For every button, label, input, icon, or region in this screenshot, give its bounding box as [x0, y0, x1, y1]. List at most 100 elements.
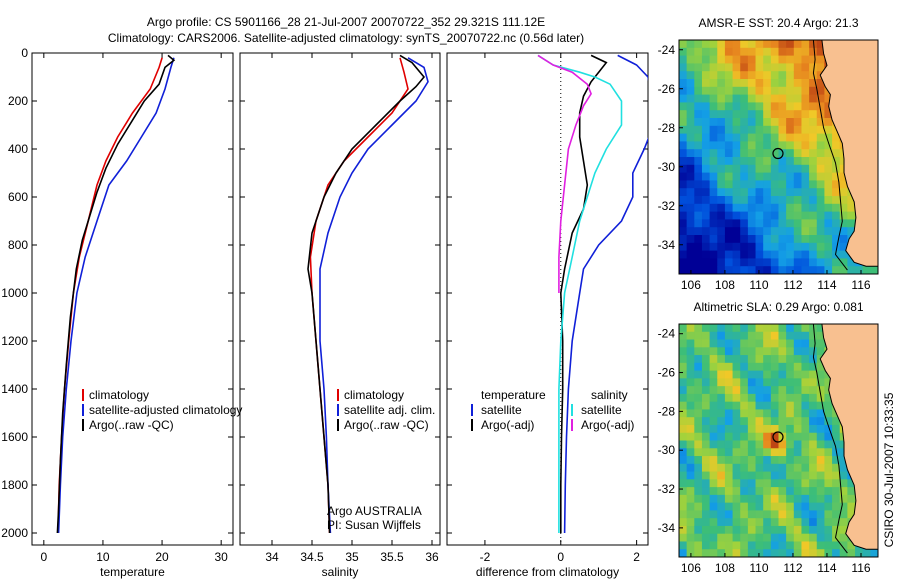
map-cell [839, 258, 848, 267]
map-cell [709, 196, 718, 205]
map-cell [686, 339, 695, 348]
map-cell [770, 55, 780, 64]
map-cell [701, 196, 711, 205]
map-cell [694, 487, 703, 496]
map-cell [740, 258, 749, 267]
map-cell [801, 250, 810, 259]
map-cell [694, 510, 703, 519]
map-cell [816, 102, 826, 111]
map-cell [732, 510, 741, 519]
map-cell [755, 141, 764, 150]
map-cell [732, 525, 741, 535]
map-cell [824, 203, 833, 213]
map-cell [770, 541, 780, 550]
map-cell [778, 386, 787, 395]
map-cell [786, 378, 795, 387]
map-cell [679, 79, 688, 88]
map-cell [724, 456, 734, 465]
land-area [820, 40, 878, 267]
map-cell [747, 79, 757, 88]
map-cell [694, 188, 703, 197]
map-cell [679, 172, 688, 181]
map-cell [679, 393, 688, 403]
map-cell [717, 55, 726, 64]
map-cell [801, 188, 810, 197]
map-cell [724, 266, 734, 274]
map-cell [816, 502, 826, 511]
map-cell [701, 456, 711, 465]
map-cell [709, 118, 718, 127]
map-cell [686, 518, 695, 527]
map-cell [809, 180, 818, 189]
map-cell [717, 79, 726, 88]
map-cell [679, 378, 688, 387]
map-cell [778, 133, 787, 142]
map-cell [770, 401, 780, 411]
map-cell [770, 533, 780, 543]
map-cell [747, 362, 757, 372]
map-cell [732, 250, 741, 259]
map-cell [686, 196, 695, 205]
map-cell [694, 125, 703, 135]
map-cell [801, 355, 810, 364]
map-cell [732, 393, 741, 403]
map-cell [839, 533, 848, 543]
map-cell [679, 188, 688, 197]
map-cell [793, 355, 803, 364]
map-cell [755, 63, 764, 72]
map-cell [786, 86, 795, 96]
map-cell [770, 479, 780, 488]
map-cell [686, 347, 695, 356]
map-cell [740, 479, 749, 488]
map-cell [679, 125, 688, 135]
map-cell [763, 339, 772, 348]
map-cell [717, 549, 726, 557]
map-cell [740, 432, 749, 442]
map-cell [747, 502, 757, 511]
map-cell [816, 541, 826, 550]
map-cell [801, 125, 810, 135]
map-cell [686, 510, 695, 519]
map-cell [832, 456, 841, 465]
map-cell [763, 533, 772, 543]
map-cell [694, 432, 703, 442]
map-cell [724, 432, 734, 442]
map-cell [763, 172, 772, 181]
map-cell [686, 479, 695, 488]
map-cell [786, 242, 795, 252]
map-cell [755, 347, 764, 356]
map-cell [809, 102, 818, 111]
map-cell [709, 324, 718, 333]
map-cell [832, 479, 841, 488]
map-cell [786, 401, 795, 411]
map-cell [679, 250, 688, 259]
map-cell [793, 440, 803, 449]
map-cell [755, 219, 764, 228]
map-cell [763, 448, 772, 457]
map-cell [832, 471, 841, 480]
map-cell [763, 409, 772, 418]
map-cell [778, 180, 787, 189]
map-cell [755, 510, 764, 519]
map-cell [770, 71, 780, 80]
map-cell [770, 362, 780, 372]
map-cell [686, 393, 695, 403]
map-cell [740, 549, 749, 557]
map-cell [724, 188, 734, 197]
map-cell [755, 149, 764, 158]
legend-heading: temperature [481, 388, 546, 402]
axes-box [239, 52, 441, 546]
map-cell [763, 479, 772, 488]
map-cell [740, 487, 749, 496]
map-cell [778, 463, 787, 473]
map-cell [694, 456, 703, 465]
map-cell [839, 227, 848, 236]
map-cell [686, 386, 695, 395]
map-cell [717, 118, 726, 127]
map-cell [778, 172, 787, 181]
map-cell [694, 47, 703, 57]
map-cell [809, 487, 818, 496]
map-cell [717, 94, 726, 103]
map-cell [740, 424, 749, 434]
map-cell [747, 149, 757, 158]
